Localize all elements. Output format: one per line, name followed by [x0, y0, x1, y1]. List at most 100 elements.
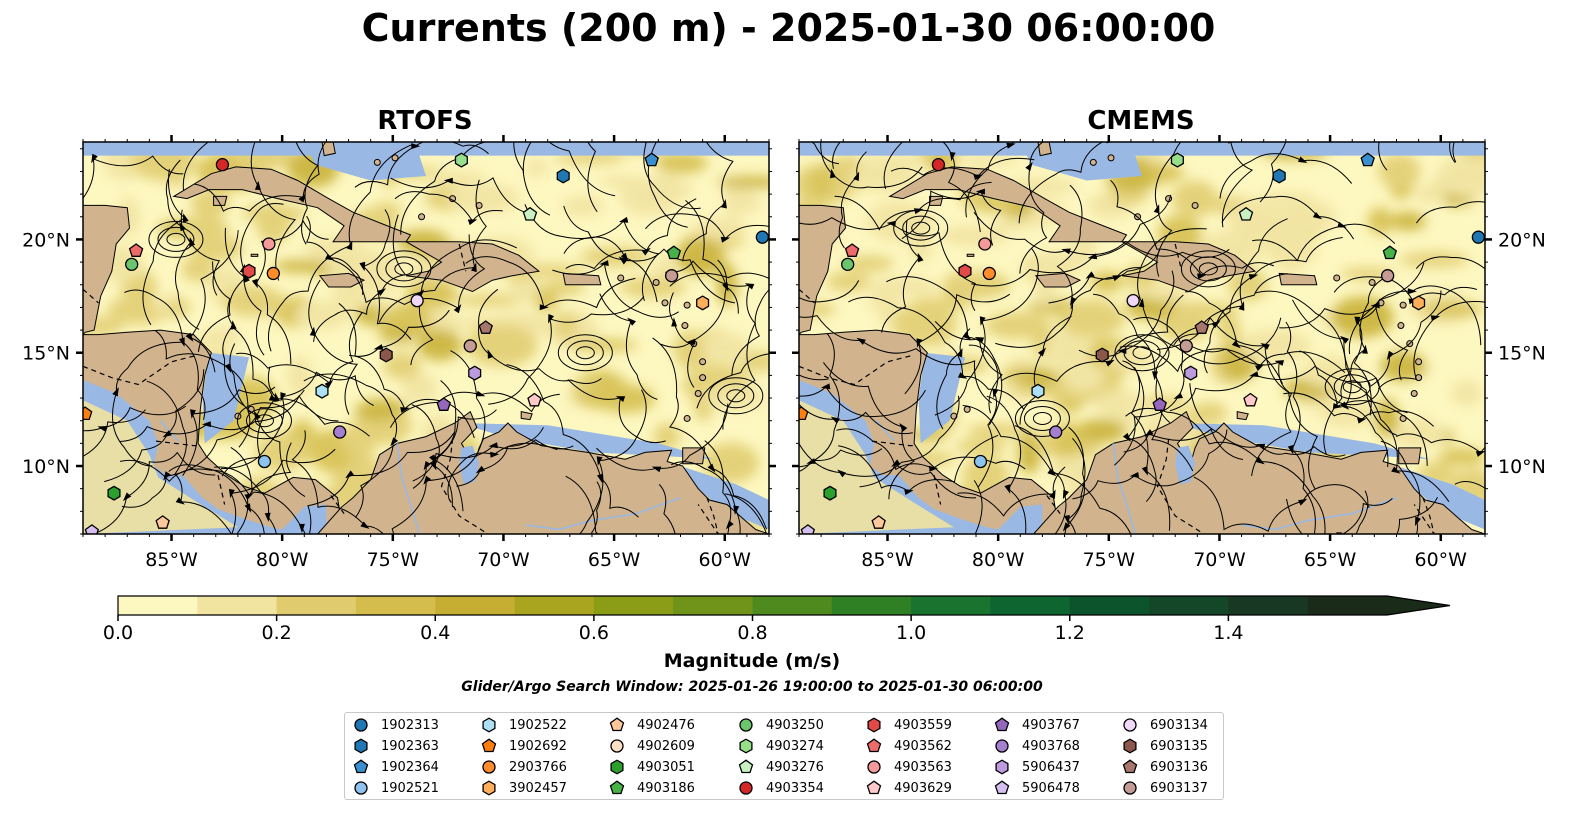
streamline [1193, 476, 1370, 532]
speed-patch [717, 176, 769, 189]
border-haiti-dr [1174, 243, 1183, 272]
streamline [665, 260, 756, 430]
streamline [685, 200, 739, 314]
flow-arrow [974, 337, 985, 344]
x-tick-label: 65°W [1304, 549, 1357, 571]
speed-patch [1420, 300, 1483, 318]
colorbar-tick-label: 0.6 [579, 622, 609, 644]
streamline [506, 364, 639, 518]
streamline [599, 293, 658, 400]
eddy-ring [708, 377, 764, 415]
flow-arrow [599, 260, 609, 266]
streamline [142, 168, 186, 326]
colorbar-segment [673, 596, 754, 615]
speed-patch [1399, 251, 1469, 268]
colorbar-tick-label: 1.0 [896, 622, 926, 644]
streamline [390, 177, 534, 215]
streamline [447, 442, 558, 499]
land-andros [1037, 142, 1052, 157]
streamline [1221, 142, 1254, 228]
legend-marker-1902364 [353, 759, 369, 774]
streamline [848, 296, 1025, 411]
streamline [565, 475, 599, 534]
legend-item: 5906478 [994, 778, 1080, 798]
small-island [1410, 390, 1418, 398]
legend-marker-icon [739, 718, 753, 732]
y-tick-label: 10°N [22, 456, 70, 478]
float-marker-1902521 [257, 454, 272, 469]
float-marker-4903354 [931, 158, 946, 172]
float-marker-4903354 [215, 158, 230, 172]
shelf-orinoco [1396, 466, 1485, 530]
flow-arrow [467, 219, 478, 226]
x-tick-label: 85°W [861, 549, 914, 571]
legend-item: 6903134 [1122, 715, 1208, 735]
y-tick-label: 10°N [1498, 456, 1546, 478]
flow-arrow [1312, 212, 1323, 220]
flow-arrow [390, 437, 399, 447]
shelf-orinoco [680, 466, 769, 530]
flow-arrow [1038, 347, 1046, 357]
eddy-ring [1032, 411, 1052, 425]
land-aruba-curacao [520, 410, 533, 421]
streamline [1072, 429, 1228, 500]
flow-arrow [1025, 161, 1033, 171]
flow-arrow [309, 326, 316, 336]
flow-arrow [1362, 344, 1368, 354]
streamline [1292, 299, 1398, 436]
float-marker-6903137 [664, 269, 679, 283]
float-marker-1902364 [1360, 152, 1375, 167]
colorbar-segment [276, 596, 357, 615]
float-marker-5906437 [1184, 365, 1198, 381]
streamline [548, 142, 616, 197]
streamline [904, 293, 1011, 395]
streamline [671, 461, 741, 534]
flow-arrow [189, 237, 196, 247]
streamline [973, 212, 1230, 258]
flow-arrow [1248, 274, 1259, 280]
legend-marker-icon [739, 738, 753, 754]
legend-label: 1902692 [509, 738, 567, 754]
eddy-ring [726, 389, 746, 403]
panel-title-cmems: CMEMS [1087, 106, 1195, 136]
float-marker-1902364 [644, 152, 659, 167]
flow-arrow [720, 236, 731, 243]
flow-arrow [1467, 60, 1474, 69]
rtofs-map-panel: 85°W 80°W 75°W 70°W 65°W 60°W 10°N 15°N 20°N [22, 135, 776, 571]
eddy-ring [1014, 399, 1070, 437]
streamline [563, 236, 658, 303]
small-island [963, 405, 971, 413]
flow-arrow [1122, 432, 1131, 442]
speed-patch [453, 293, 524, 307]
legend-item: 6903137 [1122, 778, 1208, 798]
speed-patch [217, 325, 239, 349]
land-aruba-curacao [1236, 410, 1249, 421]
flow-arrow [471, 262, 477, 273]
flow-arrow [190, 409, 196, 419]
flow-arrow [175, 497, 185, 505]
small-island [1333, 274, 1341, 282]
border-colombia-venezuela [440, 438, 489, 534]
land-trinidad [682, 447, 706, 465]
streamline [799, 315, 992, 404]
streamline [936, 328, 971, 430]
streamline [295, 142, 319, 245]
x-tick-label: 70°W [1193, 549, 1246, 571]
float-marker-1902692 [83, 406, 93, 421]
small-island [617, 274, 625, 282]
eddy-ring [1324, 368, 1380, 406]
legend-marker-icon [609, 717, 625, 732]
y-tick-label: 15°N [22, 343, 70, 365]
flow-arrow [916, 338, 923, 348]
colorbar-segment [1069, 596, 1150, 615]
streamline [1286, 496, 1438, 534]
streamline [303, 373, 398, 518]
flow-arrow [244, 492, 254, 500]
streamline [1119, 345, 1346, 373]
river-san-juan [875, 420, 895, 442]
streamline [1370, 290, 1442, 387]
colorbar-segment [1307, 596, 1450, 615]
streamline [168, 464, 265, 534]
flow-arrow [1006, 142, 1016, 149]
flow-arrow [707, 463, 716, 473]
